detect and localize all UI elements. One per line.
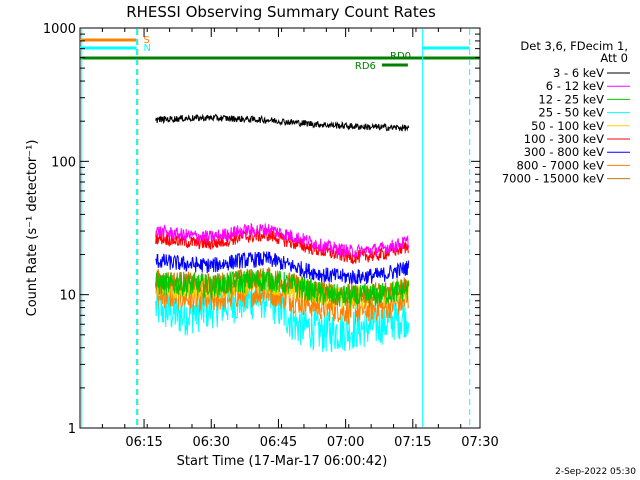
y-tick-label: 10 xyxy=(59,289,76,304)
flag-label: S xyxy=(143,35,149,46)
x-axis-label: Start Time (17-Mar-17 06:00:42) xyxy=(177,454,388,469)
series-line-100-300keV xyxy=(155,228,409,265)
legend-label: 800 - 7000 keV xyxy=(516,158,604,172)
y-tick-label: 100 xyxy=(51,155,76,170)
chart-title: RHESSI Observing Summary Count Rates xyxy=(126,3,436,21)
legend-header: Det 3,6, FDecim 1, xyxy=(520,39,628,53)
y-axis-label: Count Rate (s⁻¹ detector⁻¹) xyxy=(25,140,40,317)
legend-label: 300 - 800 keV xyxy=(524,145,604,159)
legend-label: 25 - 50 keV xyxy=(538,106,604,120)
legend-label: 12 - 25 keV xyxy=(538,92,604,106)
legend-label: 100 - 300 keV xyxy=(524,132,604,146)
x-tick-label: 07:30 xyxy=(461,435,498,450)
series-lines xyxy=(155,113,410,353)
flag-label: N xyxy=(143,43,150,54)
series-line-3-6keV xyxy=(155,113,410,132)
date-stamp: 2-Sep-2022 05:30 xyxy=(555,467,636,477)
x-tick-label: 06:30 xyxy=(193,435,230,450)
flag-bars: SN RD0 RD6 xyxy=(80,35,480,72)
series-line-300-800keV xyxy=(155,251,410,285)
legend-label: 50 - 100 keV xyxy=(531,119,604,133)
legend-label: 7000 - 15000 keV xyxy=(502,172,604,186)
plot-frame xyxy=(79,27,481,429)
x-tick-label: 07:00 xyxy=(327,435,364,450)
x-tick-label: 07:15 xyxy=(394,435,431,450)
x-tick-label: 06:45 xyxy=(260,435,297,450)
flag-label: RD0 xyxy=(390,51,411,62)
legend-label: 3 - 6 keV xyxy=(553,66,604,80)
x-tick-label: 06:15 xyxy=(125,435,162,450)
y-tick-label: 1000 xyxy=(43,22,76,37)
series-line-6-12keV xyxy=(155,222,410,258)
series-line-12-25keV xyxy=(155,268,410,310)
x-axis: 06:15 06:30 06:45 07:00 07:15 07:30 xyxy=(79,28,499,450)
vertical-markers xyxy=(81,29,471,427)
legend-header: Att 0 xyxy=(600,51,628,65)
legend-label: 6 - 12 keV xyxy=(546,79,604,93)
flag-label: RD6 xyxy=(355,61,376,72)
y-axis: 1 10 100 1000 xyxy=(43,22,480,437)
y-tick-label: 1 xyxy=(68,422,76,437)
